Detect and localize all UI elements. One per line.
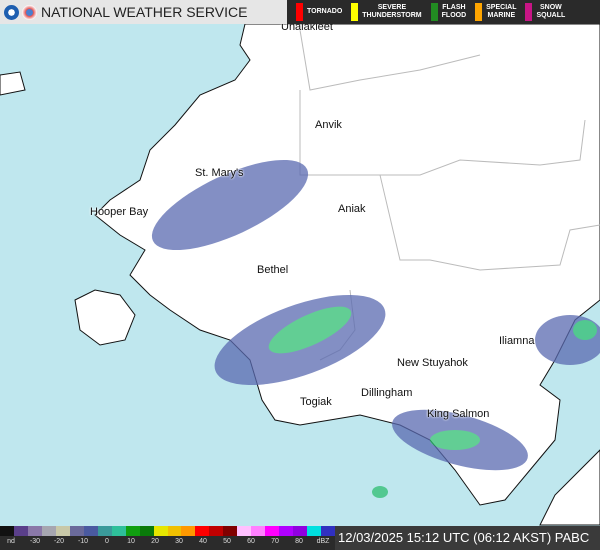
scale-swatch [307,526,322,536]
place-label: King Salmon [427,408,490,420]
scale-tick: 70 [271,538,279,545]
warning-label: TORNADO [307,8,343,15]
place-label: Dillingham [361,387,413,399]
scale-tick: 30 [175,538,183,545]
scale-tick: 10 [127,538,135,545]
warning-legend: TORNADO SEVERE THUNDERSTORM FLASH FLOOD SPE… [287,0,600,24]
scale-swatch [97,526,113,536]
place-label: Anvik [315,119,342,131]
site-title: NATIONAL WEATHER SERVICE [41,4,248,20]
scale-swatch [223,526,238,536]
warning-label: SPECIAL MARINE [486,4,517,19]
scale-swatch [111,526,127,536]
place-label: Bethel [257,264,289,276]
place-label: New Stuyahok [397,357,468,369]
scale-tick: dBZ [316,538,330,545]
warning-swatch [351,3,359,21]
place-label: Unalakleet [281,21,333,33]
scale-swatch [251,526,266,536]
scale-swatch [293,526,308,536]
warning-swatch [475,3,483,21]
place-label: Iliamna [499,335,535,347]
warning-type: SNOW SQUALL [516,0,565,24]
island-nw [0,71,26,96]
scale-tick: 50 [223,538,231,545]
warning-type: SEVERE THUNDERSTORM [342,0,422,24]
warning-label: SEVERE THUNDERSTORM [362,4,422,19]
radar-echoes [151,159,600,498]
warning-type: TORNADO [287,0,342,24]
nws-logo-icon [22,4,37,20]
place-label: St. Mary's [195,167,244,179]
scale-tick: -20 [53,538,65,545]
warning-label: FLASH FLOOD [441,4,467,19]
reflectivity-legend: nd -30 -20 -10 0 10 20 30 40 50 60 70 80 dBZ [0,526,336,550]
warning-swatch [296,3,303,21]
scale-swatch [209,526,224,536]
warning-type: SPECIAL MARINE [466,0,516,24]
timestamp: 12/03/2025 15:12 UTC (06:12 AKST) PABC [335,526,600,550]
scale-swatch [321,526,336,536]
scale-tick: -30 [29,538,41,545]
scale-swatch [139,526,155,536]
scale-swatch [195,526,210,536]
place-label: Togiak [300,396,332,408]
scale-tick: nd [7,538,15,545]
peninsula [539,449,600,526]
warning-type: FLASH FLOOD [422,0,467,24]
scale-swatch [69,526,85,536]
noaa-logo-icon [4,4,19,20]
warning-swatch [525,3,533,21]
scale-swatch [27,526,43,536]
scale-swatch [181,526,196,536]
scale-swatch [83,526,99,536]
warning-label: SNOW SQUALL [536,4,566,19]
place-label: Hooper Bay [90,206,149,218]
scale-swatch [0,526,15,536]
scale-swatch [41,526,57,536]
scale-tick: 40 [199,538,207,545]
scale-swatch [167,526,182,536]
scale-swatch [153,526,168,536]
nws-brand[interactable]: NATIONAL WEATHER SERVICE [0,0,287,24]
mainland [94,23,600,506]
scale-tick: 80 [295,538,303,545]
header: NATIONAL WEATHER SERVICE TORNADO SEVERE T… [0,0,600,24]
scale-swatch [125,526,141,536]
place-label: Aniak [338,203,366,215]
scale-tick: 60 [247,538,255,545]
scale-tick: 20 [151,538,159,545]
color-scale [0,526,336,536]
scale-swatch [265,526,280,536]
scale-swatch [237,526,252,536]
warning-swatch [430,3,438,21]
scale-swatch [13,526,29,536]
scale-tick: 0 [105,538,109,545]
nunivak-island [74,289,136,346]
scale-swatch [279,526,294,536]
scale-swatch [55,526,71,536]
scale-tick: -10 [77,538,89,545]
